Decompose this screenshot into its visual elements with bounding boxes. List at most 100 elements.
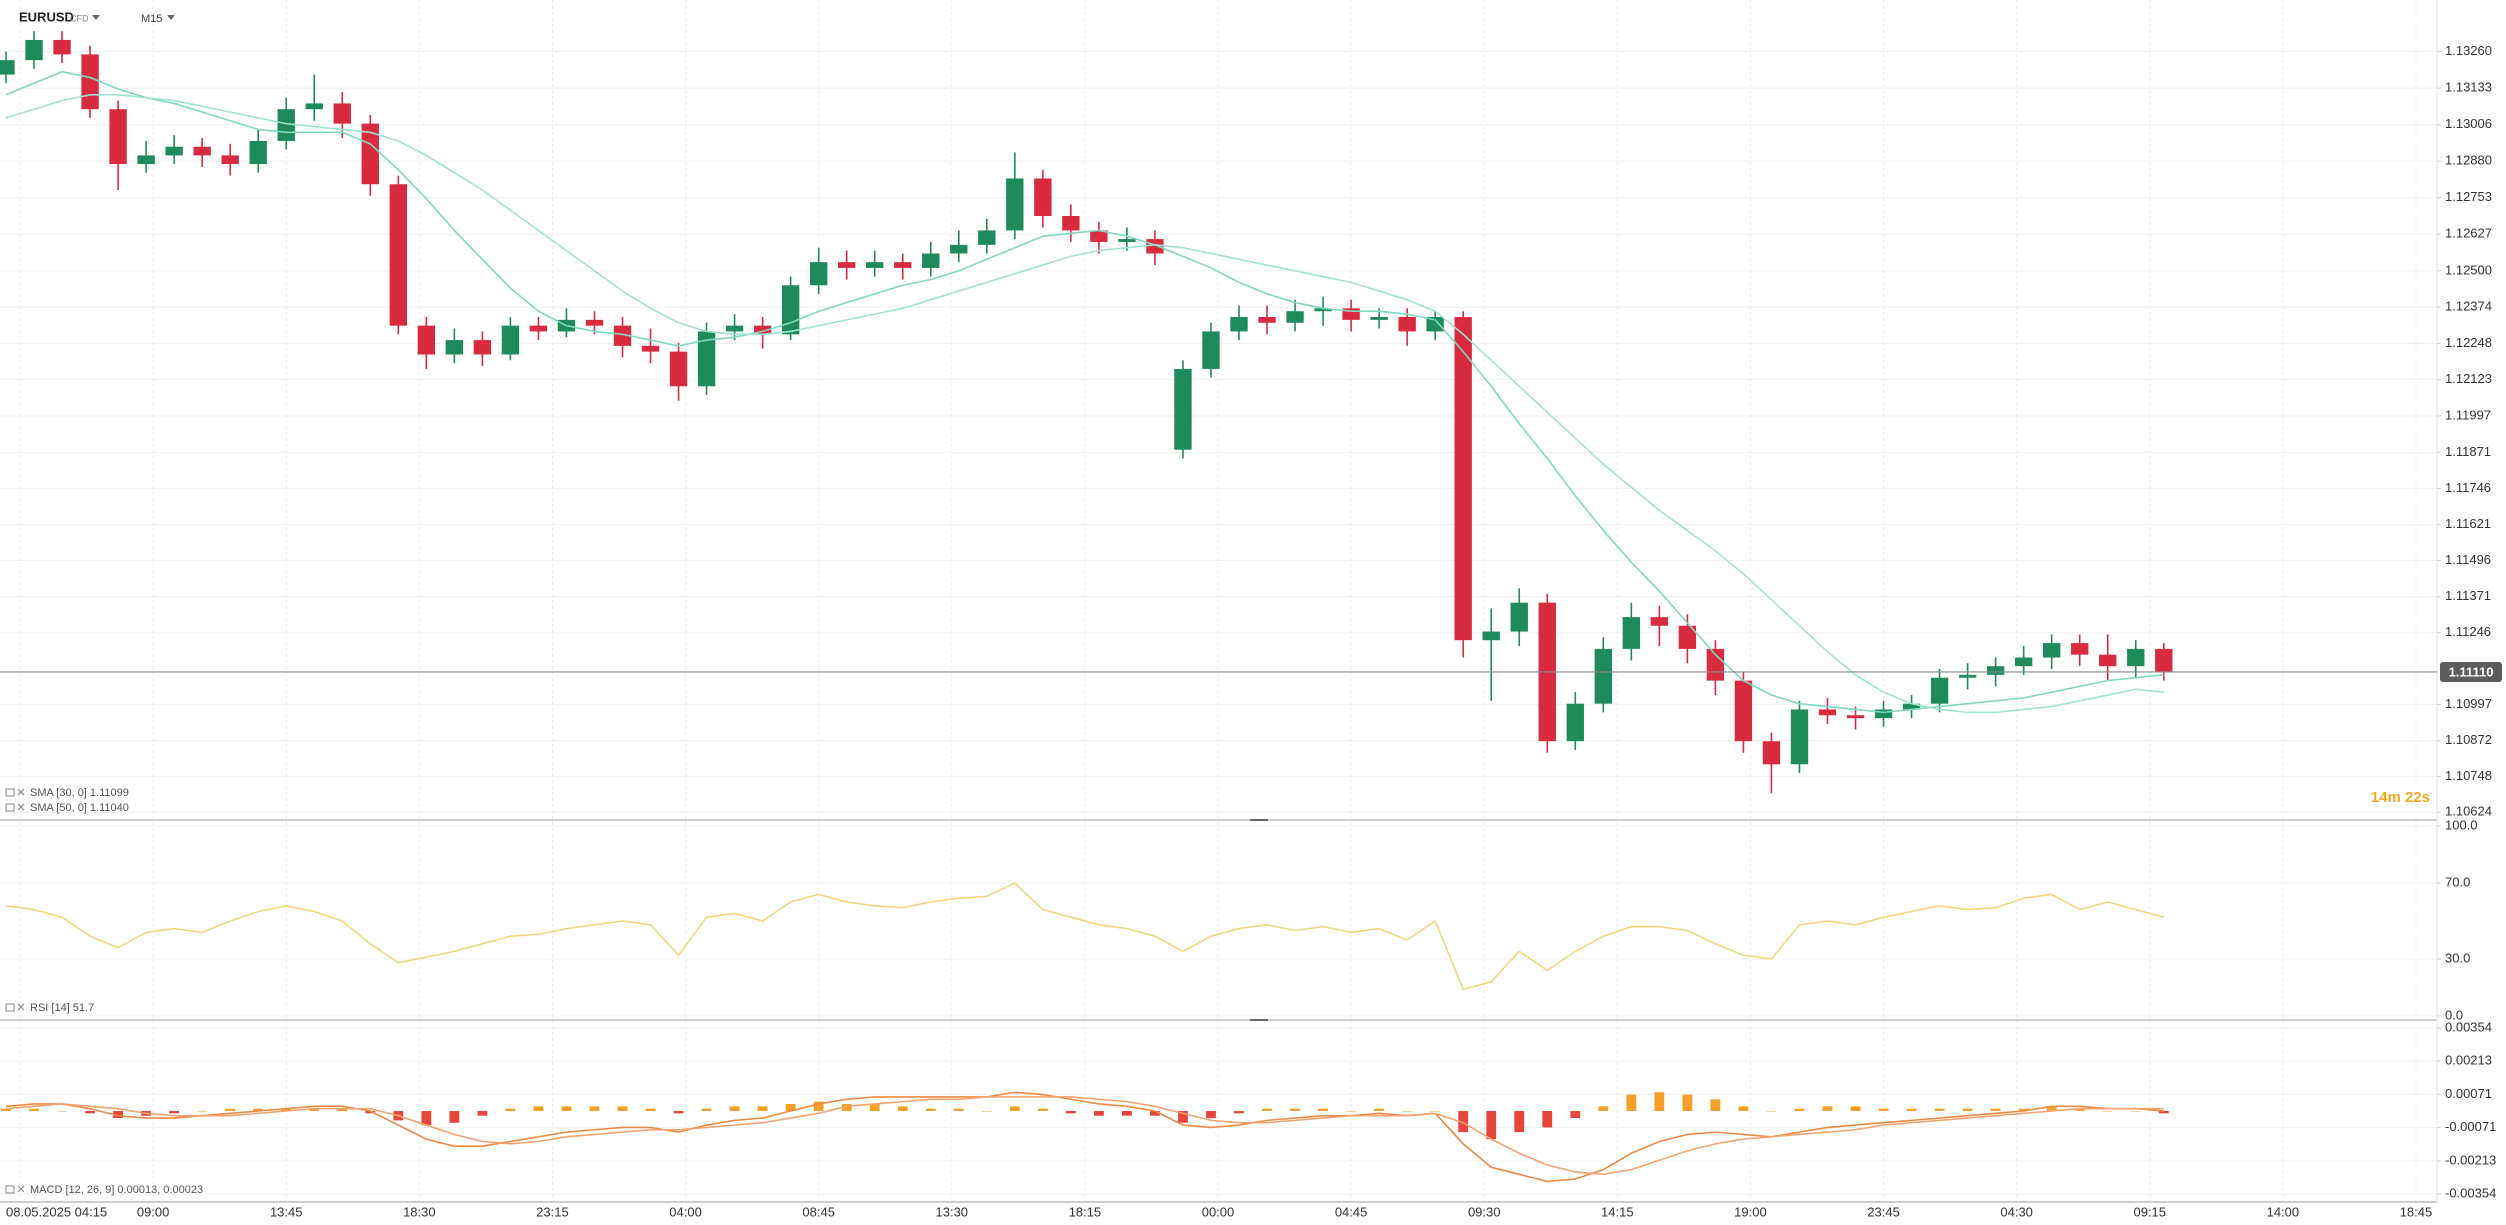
candle-body [1062, 215, 1080, 231]
candle-body [277, 109, 295, 141]
candle-body [1286, 311, 1304, 323]
histogram-bar [1150, 1111, 1160, 1116]
instrument-type[interactable]: CFD [70, 13, 89, 23]
x-tick-label: 18:45 [2400, 1204, 2433, 1219]
legend-settings-icon[interactable] [5, 1185, 15, 1194]
histogram-bar [1934, 1108, 1945, 1111]
candle-body [2043, 643, 2061, 658]
candle-body [669, 351, 688, 387]
legend-remove-icon[interactable] [17, 803, 25, 811]
candle-body [1594, 648, 1612, 704]
indicator-line [5, 70, 2164, 714]
candle-body [697, 331, 716, 387]
y-tick-label: 1.10748 [2445, 768, 2492, 783]
histogram-bar [533, 1106, 544, 1111]
candle-body [978, 230, 996, 245]
candle-body [1006, 178, 1024, 231]
x-tick-label: 00:00 [1202, 1204, 1235, 1219]
candle-body [1146, 239, 1164, 254]
legend-remove-icon[interactable] [17, 1003, 25, 1011]
candle-body [1650, 617, 1669, 626]
histogram-bar [1094, 1111, 1104, 1116]
candle-body [165, 146, 183, 156]
y-tick-label: 1.10997 [2445, 696, 2492, 711]
candle-body [613, 325, 632, 346]
histogram-bar [1262, 1108, 1272, 1111]
candle-body [0, 60, 15, 75]
histogram-bar [1962, 1108, 1973, 1111]
candle-body [1986, 666, 2005, 675]
histogram-bar [1037, 1108, 1048, 1111]
histogram-bar [1486, 1111, 1497, 1140]
candle-body [1230, 316, 1248, 332]
x-tick-label: 04:45 [1335, 1204, 1368, 1219]
histogram-bar [113, 1111, 123, 1119]
candle-body [53, 39, 71, 55]
candle-body [809, 262, 828, 286]
legend-remove-icon[interactable] [17, 1185, 25, 1193]
histogram-bar [841, 1103, 852, 1111]
x-tick-label: 09:15 [2133, 1204, 2166, 1219]
candle-body [1342, 308, 1360, 320]
x-tick-label: 09:30 [1468, 1204, 1501, 1219]
histogram-bar [757, 1106, 768, 1111]
histogram-bar [225, 1108, 236, 1111]
candle-body [1958, 674, 1977, 678]
legend-settings-icon[interactable] [5, 1003, 15, 1012]
histogram-bar [2074, 1108, 2085, 1111]
candle-body [1846, 715, 1865, 719]
y-tick-label: 0.00071 [2445, 1086, 2492, 1101]
candle-body [529, 325, 548, 332]
histogram-bar [1178, 1111, 1188, 1123]
candle-body [137, 155, 155, 165]
histogram-bar [2046, 1106, 2057, 1111]
candle-body [193, 146, 211, 156]
histogram-bar [1626, 1094, 1637, 1111]
x-tick-label: 09:00 [137, 1204, 170, 1219]
histogram-bar [477, 1111, 488, 1116]
candle-body [2127, 648, 2145, 667]
legend-settings-icon[interactable] [5, 788, 15, 797]
histogram-bar [1009, 1106, 1020, 1111]
candle-body [894, 262, 912, 268]
dropdown-caret[interactable] [167, 15, 175, 20]
histogram-bar [449, 1111, 460, 1123]
y-tick-label: -0.00071 [2445, 1119, 2496, 1134]
candle-body [1566, 703, 1584, 742]
x-tick-label: 19:00 [1734, 1204, 1767, 1219]
dropdown-caret[interactable] [92, 15, 100, 20]
legend-remove-icon[interactable] [17, 788, 25, 796]
y-tick-label: 100.0 [2445, 817, 2478, 832]
candle-body [1902, 703, 1921, 710]
histogram-bar [1710, 1099, 1721, 1111]
candle-body [333, 103, 351, 124]
candle-body [2014, 657, 2033, 667]
y-tick-label: 1.11746 [2445, 480, 2491, 495]
candle-body [1090, 230, 1108, 242]
candle-body [2155, 648, 2173, 672]
histogram-bar [1570, 1111, 1581, 1119]
y-tick-label: 1.13006 [2445, 116, 2492, 131]
legend-settings-icon[interactable] [5, 803, 15, 812]
candle-body [473, 340, 492, 355]
timeframe[interactable]: M15 [141, 13, 162, 25]
symbol-selector[interactable]: EURUSD CFD [19, 9, 100, 24]
candle-body [25, 39, 43, 61]
candle-body [1622, 617, 1641, 649]
symbol[interactable]: EURUSD [19, 9, 74, 24]
y-tick-label: 1.12880 [2445, 153, 2492, 168]
y-tick-label: 0.00213 [2445, 1052, 2492, 1067]
histogram-bar [1990, 1108, 2001, 1111]
candle-body [417, 325, 436, 355]
candle-body [109, 109, 127, 165]
timeframe-selector[interactable]: M15 [141, 13, 175, 25]
histogram-bar [813, 1101, 824, 1111]
histogram-bar [1542, 1111, 1553, 1128]
histogram-bar [29, 1108, 39, 1111]
last-price-label: 1.11110 [2449, 664, 2494, 679]
candle-body [445, 340, 464, 355]
x-tick-label: 08.05.2025 04:15 [6, 1204, 107, 1219]
histogram-bar [169, 1111, 180, 1114]
x-tick-label: 14:00 [2267, 1204, 2300, 1219]
